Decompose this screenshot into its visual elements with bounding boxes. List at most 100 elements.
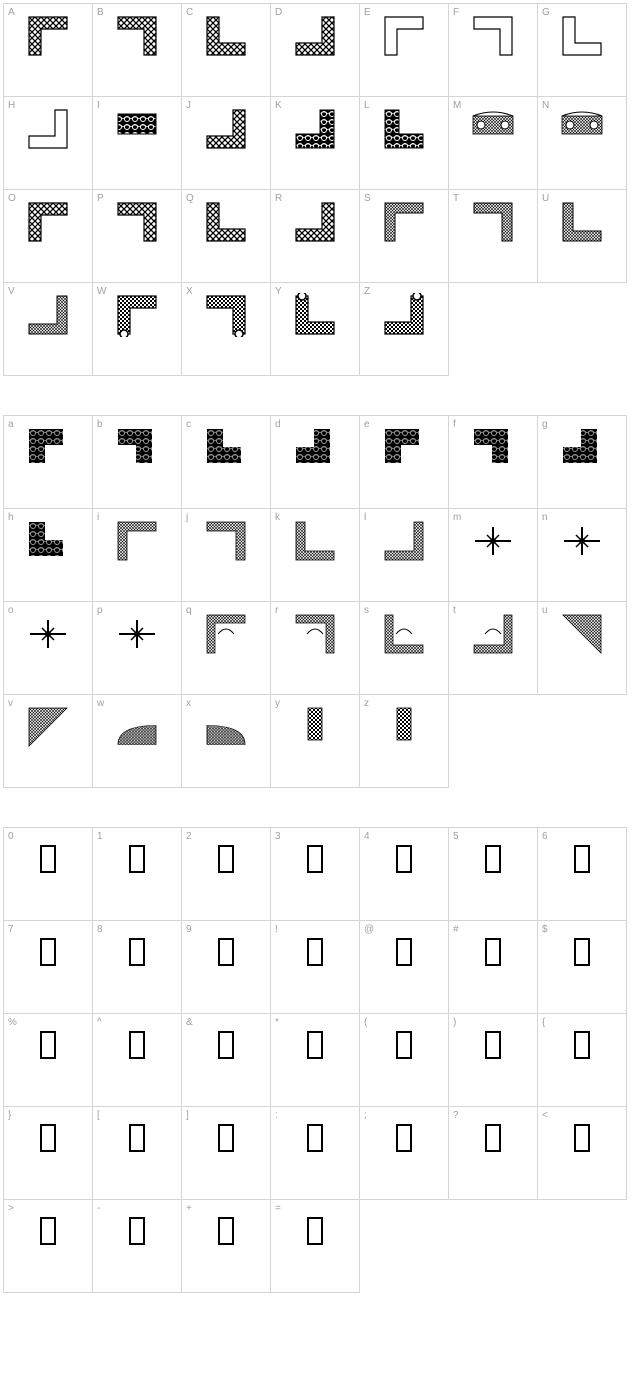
empty-box-icon	[449, 838, 537, 882]
glyph-group-symbols: 0123456789!@#$%^&*(){}[]:;?<>-+=	[4, 828, 640, 1293]
empty-box-icon	[93, 1024, 181, 1068]
empty-box-icon	[538, 1117, 626, 1161]
empty-box-icon	[4, 1117, 92, 1161]
glyph-cell: +	[181, 1199, 271, 1293]
glyph-cell: (	[359, 1013, 449, 1107]
glyph-cell: T	[448, 189, 538, 283]
glyph-cell: ?	[448, 1106, 538, 1200]
corner-bl-ornate-icon	[182, 14, 270, 58]
bar-black-2-icon	[360, 705, 448, 749]
glyph-cell: Y	[270, 282, 360, 376]
block-dual-bl-icon	[360, 107, 448, 151]
empty-box-icon	[182, 838, 270, 882]
corner-br-knot-icon	[271, 200, 359, 244]
glyph-cell: H	[3, 96, 93, 190]
glyph-cell: 6	[537, 827, 627, 921]
empty-box-icon	[182, 1024, 270, 1068]
empty-box-icon	[4, 1024, 92, 1068]
glyph-row: }[]:;?<	[4, 1107, 640, 1200]
black-tr-icon	[93, 426, 181, 470]
empty-box-icon	[538, 1024, 626, 1068]
glyph-cell: w	[92, 694, 182, 788]
glyph-cell: t	[448, 601, 538, 695]
wide-ornament-2-icon	[538, 107, 626, 151]
glyph-cell: j	[181, 508, 271, 602]
glyph-cell: 9	[181, 920, 271, 1014]
glyph-cell: >	[3, 1199, 93, 1293]
glyph-cell: k	[270, 508, 360, 602]
glyph-row: >-+=	[4, 1200, 640, 1293]
glyph-cell: A	[3, 3, 93, 97]
leaf-br-icon	[449, 612, 537, 656]
glyph-cell: ^	[92, 1013, 182, 1107]
glyph-cell: U	[537, 189, 627, 283]
corner-tl-knot-icon	[4, 200, 92, 244]
glyph-cell: e	[359, 415, 449, 509]
glyph-cell: M	[448, 96, 538, 190]
corner-tl-outline-icon	[360, 14, 448, 58]
glyph-cell: F	[448, 3, 538, 97]
empty-box-icon	[182, 1210, 270, 1254]
glyph-cell: K	[270, 96, 360, 190]
glyph-cell: =	[270, 1199, 360, 1293]
glyph-row: 789!@#$	[4, 921, 640, 1014]
glyph-cell: :	[270, 1106, 360, 1200]
corner-br-ornate-icon	[271, 14, 359, 58]
corner-tl-vine-icon	[360, 200, 448, 244]
glyph-cell: {	[537, 1013, 627, 1107]
glyph-cell: X	[181, 282, 271, 376]
empty-box-icon	[271, 1024, 359, 1068]
empty-box-icon	[449, 931, 537, 975]
empty-box-icon	[4, 1210, 92, 1254]
empty-box-icon	[4, 931, 92, 975]
glyph-row: 0123456	[4, 828, 640, 921]
triangle-tr-icon	[538, 612, 626, 656]
corner-tl-ring-icon	[93, 293, 181, 337]
glyph-row: V W X Y Z	[4, 283, 640, 376]
glyph-cell: &	[181, 1013, 271, 1107]
empty-box-icon	[182, 931, 270, 975]
glyph-cell: O	[3, 189, 93, 283]
glyph-cell: h	[3, 508, 93, 602]
glyph-cell: B	[92, 3, 182, 97]
wide-ornament-icon	[449, 107, 537, 151]
glyph-cell: m	[448, 508, 538, 602]
corner-bl-ring-icon	[271, 293, 359, 337]
empty-box-icon	[271, 1117, 359, 1161]
glyph-cell: i	[92, 508, 182, 602]
glyph-cell: s	[359, 601, 449, 695]
empty-box-icon	[271, 838, 359, 882]
empty-box-icon	[538, 838, 626, 882]
corner-br-vine-icon	[4, 293, 92, 337]
glyph-cell: *	[270, 1013, 360, 1107]
glyph-cell: P	[92, 189, 182, 283]
glyph-cell: 2	[181, 827, 271, 921]
glyph-cell: L	[359, 96, 449, 190]
glyph-cell: z	[359, 694, 449, 788]
black-tl-icon	[4, 426, 92, 470]
corner-tr-ornate-icon	[93, 14, 181, 58]
corner-bl-vine-icon	[538, 200, 626, 244]
glyph-cell: q	[181, 601, 271, 695]
glyph-cell: Q	[181, 189, 271, 283]
empty-box-icon	[449, 1117, 537, 1161]
glyph-cell: !	[270, 920, 360, 1014]
glyph-row: O P Q R S T U	[4, 190, 640, 283]
glyph-group-uppercase: A B C D EFGHI J K L	[4, 4, 640, 376]
glyph-row: %^&*(){	[4, 1014, 640, 1107]
glyph-cell: E	[359, 3, 449, 97]
glyph-cell: v	[3, 694, 93, 788]
corner-br-ring-icon	[360, 293, 448, 337]
glyph-cell: C	[181, 3, 271, 97]
corner-br-outline-icon	[4, 107, 92, 151]
glyph-cell: J	[181, 96, 271, 190]
glyph-cell: x	[181, 694, 271, 788]
cross-left-icon	[449, 519, 537, 563]
glyph-cell: }	[3, 1106, 93, 1200]
glyph-cell: N	[537, 96, 627, 190]
corner-bl-knot-icon	[182, 200, 270, 244]
glyph-cell: c	[181, 415, 271, 509]
glyph-cell: G	[537, 3, 627, 97]
glyph-cell: o	[3, 601, 93, 695]
glyph-cell: b	[92, 415, 182, 509]
